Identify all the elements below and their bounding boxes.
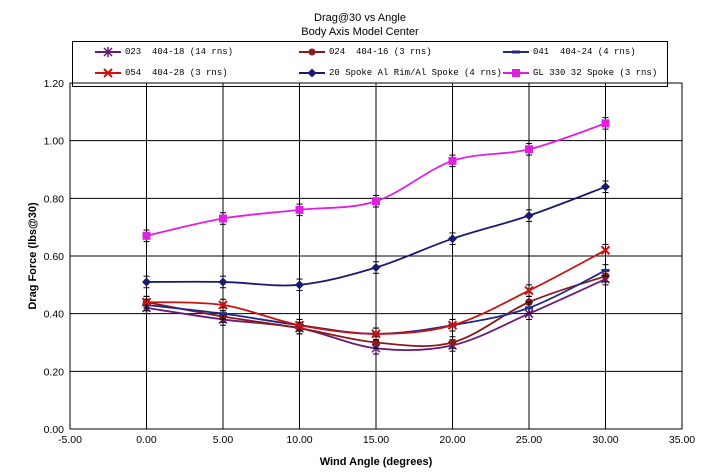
- series-6: [142, 117, 610, 243]
- y-tick-label: 0.60: [44, 251, 65, 263]
- x-axis-label: Wind Angle (degrees): [320, 456, 433, 468]
- data-point-marker: [218, 300, 228, 310]
- data-point-marker: [142, 231, 151, 240]
- chart-subtitle: Body Axis Model Center: [301, 26, 419, 38]
- legend-marker-circle-icon: [299, 48, 325, 56]
- legend-label: 054 404-28 (3 rns): [125, 68, 228, 78]
- legend-label: GL 330 32 Spoke (3 rns): [533, 68, 658, 78]
- legend-item-series-6: GL 330 32 Spoke (3 rns): [503, 66, 657, 80]
- data-point-marker: [447, 320, 458, 330]
- series-5: [142, 180, 610, 292]
- data-point-marker: [294, 320, 305, 330]
- data-point-marker: [372, 338, 380, 347]
- legend-item-series-5: 20 Spoke Al Rim/Al Spoke (4 rns): [299, 66, 502, 80]
- y-tick-label: 0.20: [44, 366, 65, 378]
- y-tick-label: 0.80: [44, 193, 65, 205]
- x-axis-ticks: -5.00 0.00 5.00 10.00 15.00 20.00 25.00 30.00 35…: [58, 434, 695, 446]
- x-tick-label: 10.00: [286, 434, 312, 446]
- x-tick-label: 25.00: [516, 434, 542, 446]
- x-tick-label: 35.00: [669, 434, 695, 446]
- y-axis-label: Drag Force (lbs@30): [27, 202, 39, 310]
- data-point-marker: [295, 280, 304, 290]
- y-tick-label: 0.00: [44, 424, 65, 436]
- legend-marker-asterisk-icon: [95, 47, 121, 57]
- data-point-marker: [142, 277, 151, 287]
- y-tick-label: 0.40: [44, 309, 65, 321]
- legend-label: 023 404-18 (14 rns): [125, 47, 234, 57]
- x-tick-label: -5.00: [58, 434, 82, 446]
- legend-marker-square-icon: [503, 69, 529, 77]
- data-point-marker: [524, 211, 534, 221]
- data-point-marker: [295, 205, 304, 214]
- legend-item-series-3: 041 404-24 (4 rns): [503, 45, 636, 59]
- data-point-marker: [372, 197, 380, 206]
- y-axis-ticks: 0.00 0.20 0.40 0.60 0.80 1.00 1.20: [44, 78, 65, 436]
- legend-label: 20 Spoke Al Rim/Al Spoke (4 rns): [329, 68, 502, 78]
- data-point-marker: [371, 329, 381, 339]
- x-tick-label: 30.00: [592, 434, 618, 446]
- y-tick-label: 1.20: [44, 78, 65, 90]
- series-4: [141, 243, 611, 341]
- x-tick-label: 0.00: [136, 434, 157, 446]
- data-point-marker: [218, 277, 228, 287]
- x-tick-label: 5.00: [213, 434, 234, 446]
- data-point-marker: [600, 245, 611, 255]
- legend-marker-x-icon: [95, 68, 121, 78]
- series-layer: [141, 117, 611, 355]
- legend-item-series-1: 023 404-18 (14 rns): [95, 45, 233, 59]
- data-point-marker: [371, 263, 381, 273]
- y-tick-label: 1.00: [44, 136, 65, 148]
- data-point-marker: [141, 297, 152, 307]
- data-point-marker: [524, 285, 534, 296]
- data-point-marker: [448, 156, 457, 165]
- plot-area: [69, 82, 683, 430]
- data-point-marker: [448, 234, 457, 244]
- legend-item-series-2: 024 404-16 (3 rns): [299, 45, 432, 59]
- data-point-marker: [601, 119, 610, 128]
- data-point-marker: [219, 214, 227, 223]
- legend-marker-diamond-icon: [299, 68, 325, 78]
- legend-label: 041 404-24 (4 rns): [533, 47, 636, 57]
- chart-title: Drag@30 vs Angle: [314, 12, 406, 24]
- x-tick-label: 20.00: [439, 434, 465, 446]
- data-point-marker: [448, 338, 457, 347]
- x-tick-label: 15.00: [363, 434, 389, 446]
- data-point-marker: [525, 145, 533, 154]
- legend-marker-dash-icon: [503, 50, 529, 54]
- legend-label: 024 404-16 (3 rns): [329, 47, 432, 57]
- chart-legend: 023 404-18 (14 rns) 024 404-16 (3 rns) 0…: [72, 41, 668, 87]
- legend-item-series-4: 054 404-28 (3 rns): [95, 66, 228, 80]
- grid-lines: [69, 82, 683, 430]
- data-point-marker: [601, 182, 610, 192]
